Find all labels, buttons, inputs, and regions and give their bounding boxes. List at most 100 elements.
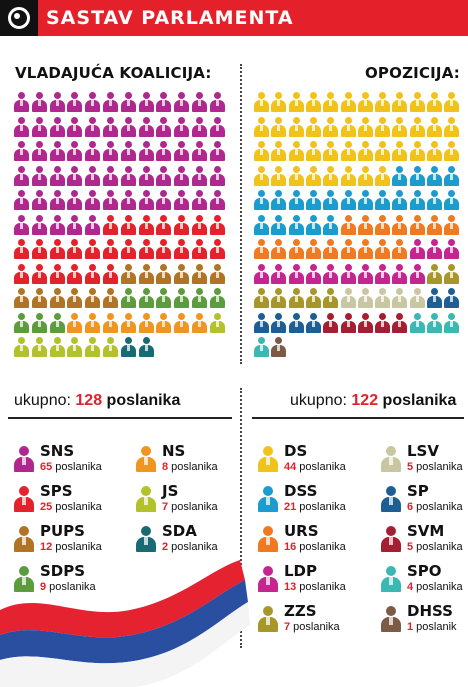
seat-ldp-icon [409,239,425,259]
seat-sns-icon [120,116,136,137]
seat-ds-icon [288,141,304,161]
seat-ds-icon [323,92,339,112]
seat-dss-icon [340,190,356,210]
party-name: ZZS [284,602,317,620]
legend-item-lsv: LSV 5 poslanika [381,440,468,480]
party-seat-count: 16 poslanika [284,541,346,553]
seat-sns-icon [103,165,118,186]
legend-item-ldp: LDP 13 poslanika [258,560,378,600]
seat-sns-icon [174,190,190,210]
party-name: URS [284,522,319,540]
seat-sp-icon [444,288,460,308]
seat-sdps-icon [174,288,190,308]
seat-sps-icon [192,239,207,259]
seat-lsv-icon [357,288,373,308]
seat-ds-icon [357,141,373,161]
party-seat-count: 12 poslanika [40,541,102,553]
seat-sns-icon [156,92,172,112]
seat-sps-icon [209,239,225,259]
seat-sps-icon [120,214,136,235]
seat-sdps-icon [14,312,29,333]
seat-ds-icon [392,92,408,112]
seat-urs-icon [340,214,356,235]
seat-sdps-icon [31,312,47,333]
seat-spo-icon [427,312,442,333]
seat-ns-icon [156,312,172,333]
seat-dss-icon [392,165,408,186]
seat-sns-icon [85,116,101,137]
seat-sp-icon [288,312,304,333]
seat-sns-icon [156,116,172,137]
seat-ds-icon [357,165,373,186]
serbian-flag-ribbon [0,560,250,687]
seat-sns-icon [31,116,47,137]
seat-ldp-icon [392,263,408,284]
person-icon [14,446,34,472]
seat-sns-icon [120,141,136,161]
seat-sps-icon [85,239,101,259]
seat-sps-icon [209,214,225,235]
seat-sns-icon [85,92,101,112]
coalition-title: VLADAJUĆA KOALICIJA: [15,64,212,82]
seat-sns-icon [31,214,47,235]
seat-sps-icon [67,263,83,284]
party-name: LDP [284,562,318,580]
seat-ns-icon [103,312,118,333]
seat-ns-icon [67,312,83,333]
seat-sns-icon [174,92,190,112]
seat-sns-icon [14,165,29,186]
seat-urs-icon [357,239,373,259]
seat-sns-icon [49,116,65,137]
seat-ns-icon [174,312,190,333]
seat-sps-icon [192,214,207,235]
seat-js-icon [31,337,47,357]
seat-svm-icon [357,312,373,333]
seat-pups-icon [31,288,47,308]
legend-item-sps: SPS 25 poslanika [14,480,134,520]
seat-ds-icon [444,92,460,112]
seat-sps-icon [103,239,118,259]
opposition-title: OPOZICIJA: [364,64,460,82]
seat-sns-icon [67,141,83,161]
seat-sns-icon [209,165,225,186]
header-bar: SASTAV PARLAMENTA [0,0,468,36]
seat-js-icon [49,337,65,357]
seat-ldp-icon [409,263,425,284]
seat-svm-icon [340,312,356,333]
seat-dss-icon [288,190,304,210]
party-name: SDA [162,522,197,540]
seat-sns-icon [14,141,29,161]
party-seat-count: 21 poslanika [284,501,346,513]
seat-pups-icon [156,263,172,284]
seat-ns-icon [192,312,207,333]
seat-sdps-icon [138,288,154,308]
seat-sps-icon [138,214,154,235]
seat-ds-icon [271,165,287,186]
seat-ds-icon [305,116,321,137]
seat-pups-icon [174,263,190,284]
seat-dss-icon [427,190,442,210]
party-name: SP [407,482,429,500]
seat-ds-icon [375,116,391,137]
seat-dss-icon [305,190,321,210]
seat-dss-icon [375,190,391,210]
seat-pups-icon [49,288,65,308]
legend-item-svm: SVM 5 poslanika [381,520,468,560]
seat-sns-icon [174,116,190,137]
seat-ds-icon [392,116,408,137]
seat-sns-icon [49,214,65,235]
party-name: SDPS [40,562,86,580]
seat-ds-icon [271,116,287,137]
seat-sns-icon [49,92,65,112]
seat-sns-icon [103,116,118,137]
seat-sns-icon [85,214,101,235]
seat-ldp-icon [288,263,304,284]
page-title: SASTAV PARLAMENTA [46,7,294,29]
person-icon [258,606,278,632]
seat-sp-icon [254,312,269,333]
legend-item-dhss: DHSS 1 poslanik [381,600,468,640]
seat-sns-icon [209,116,225,137]
party-seat-count: 44 poslanika [284,461,346,473]
seat-pups-icon [14,288,29,308]
seat-urs-icon [375,214,391,235]
